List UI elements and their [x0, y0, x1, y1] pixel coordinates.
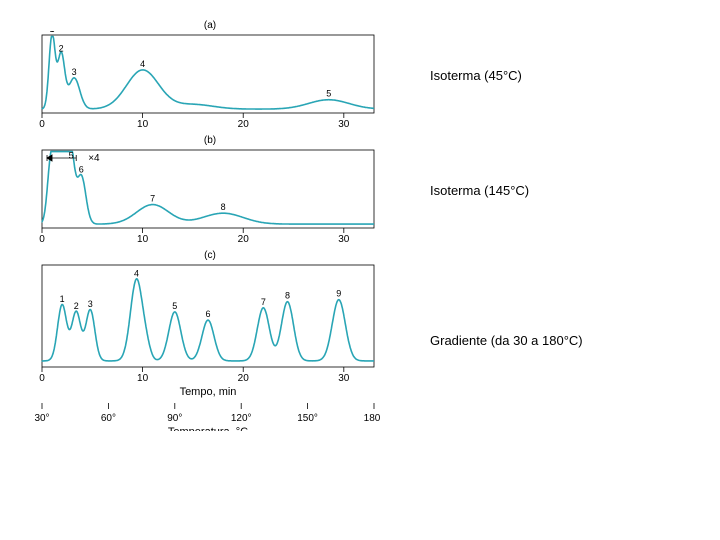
svg-text:120°: 120° [231, 413, 252, 424]
svg-text:7: 7 [150, 194, 155, 204]
svg-text:20: 20 [238, 234, 250, 245]
svg-text:6: 6 [79, 165, 84, 175]
svg-text:20: 20 [238, 373, 250, 384]
svg-text:2: 2 [59, 44, 64, 54]
svg-text:9: 9 [336, 289, 341, 299]
chart-a: 0 10 20 30 1 2 3 4 5 [20, 31, 380, 131]
svg-text:0: 0 [39, 373, 45, 384]
svg-text:5: 5 [326, 89, 331, 99]
svg-text:×4: ×4 [88, 153, 100, 164]
svg-text:30°: 30° [34, 413, 49, 424]
svg-text:7: 7 [261, 297, 266, 307]
panel-letter-a: (a) [20, 20, 400, 31]
svg-text:60°: 60° [101, 413, 116, 424]
panel-letter-c: (c) [20, 250, 400, 261]
svg-text:20: 20 [238, 119, 250, 130]
svg-text:30: 30 [338, 373, 350, 384]
chart-c: 0 10 20 30 123 4 5 6 7 8 9 Tempo, min 30° 60° 90° 120° 1… [20, 261, 380, 431]
svg-text:3: 3 [72, 67, 77, 77]
svg-text:150°: 150° [297, 413, 318, 424]
svg-text:10: 10 [137, 119, 149, 130]
svg-text:180°: 180° [364, 413, 380, 424]
svg-text:2: 2 [74, 301, 79, 311]
svg-text:3: 3 [88, 299, 93, 309]
svg-text:4: 4 [134, 268, 139, 278]
label-c: Gradiente (da 30 a 180°C) [400, 333, 690, 348]
svg-text:Tempo, min: Tempo, min [180, 386, 237, 398]
label-a: Isoterma (45°C) [400, 68, 690, 83]
svg-text:1: 1 [60, 294, 65, 304]
panel-letter-b: (b) [20, 135, 400, 146]
label-b: Isoterma (145°C) [400, 183, 690, 198]
svg-text:10: 10 [137, 234, 149, 245]
svg-text:0: 0 [39, 234, 45, 245]
chart-b: 0 10 20 30 56 7 8 ×4 [20, 146, 380, 246]
svg-text:10: 10 [137, 373, 149, 384]
svg-text:30: 30 [338, 119, 350, 130]
svg-text:8: 8 [221, 202, 226, 212]
svg-text:0: 0 [39, 119, 45, 130]
svg-text:30: 30 [338, 234, 350, 245]
svg-text:8: 8 [285, 291, 290, 301]
svg-text:6: 6 [205, 309, 210, 319]
svg-text:90°: 90° [167, 413, 182, 424]
svg-text:Temperatura, °C: Temperatura, °C [168, 426, 248, 431]
svg-text:1: 1 [50, 31, 55, 34]
svg-text:5: 5 [69, 151, 74, 161]
svg-text:4: 4 [140, 59, 145, 69]
svg-text:5: 5 [172, 301, 177, 311]
